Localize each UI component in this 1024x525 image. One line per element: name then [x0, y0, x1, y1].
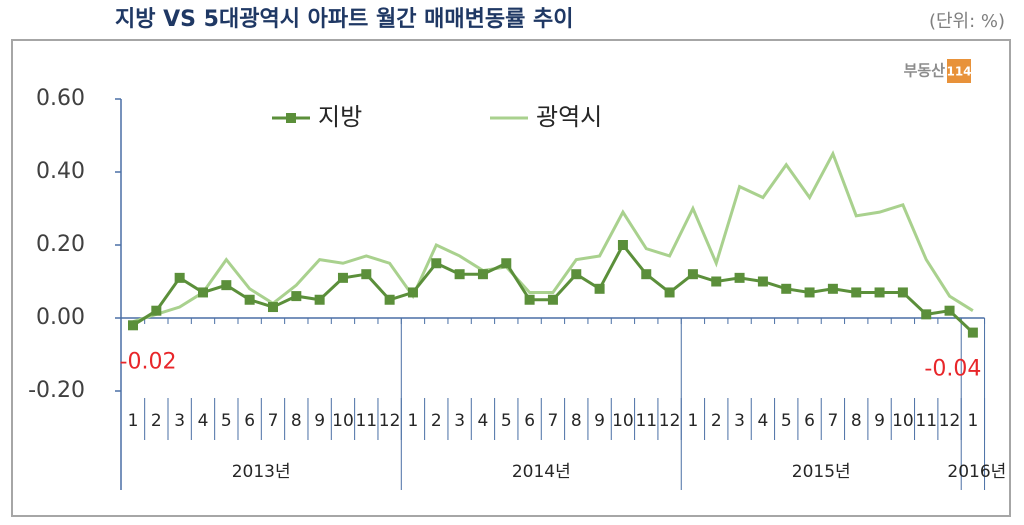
- x-tick-label: 2: [711, 411, 722, 431]
- x-tick-label: 6: [244, 411, 255, 431]
- legend-marker: [286, 113, 296, 123]
- point-marker: [314, 294, 325, 305]
- unit-label: (단위: %): [929, 11, 1005, 32]
- year-label: 2016년: [947, 462, 1006, 482]
- point-marker: [407, 287, 418, 298]
- x-tick-label: 9: [594, 411, 605, 431]
- logo-text: 부동산: [904, 62, 946, 80]
- point-marker: [128, 320, 138, 331]
- x-tick-label: 9: [314, 411, 325, 431]
- point-marker: [781, 283, 792, 294]
- x-tick-label: 8: [291, 411, 302, 431]
- x-tick-label: 10: [892, 411, 914, 431]
- point-marker: [571, 269, 582, 280]
- x-tick-label: 5: [221, 411, 232, 431]
- point-marker: [547, 294, 558, 305]
- point-marker: [921, 309, 932, 320]
- x-tick-label: 1: [688, 411, 699, 431]
- chart-frame: [11, 39, 1011, 517]
- x-tick-label: 5: [501, 411, 512, 431]
- x-tick-label: 1: [128, 411, 139, 431]
- point-marker: [827, 283, 838, 294]
- point-marker: [384, 294, 395, 305]
- logo-box: [947, 59, 971, 83]
- x-tick-label: 6: [804, 411, 815, 431]
- x-tick-label: 4: [198, 411, 209, 431]
- x-tick-label: 3: [174, 411, 185, 431]
- y-tick-label: 0.60: [36, 86, 85, 111]
- data-label: -0.04: [924, 357, 981, 382]
- point-marker: [291, 291, 302, 302]
- year-label: 2015년: [792, 462, 851, 482]
- point-marker: [454, 269, 465, 280]
- point-marker: [734, 272, 745, 283]
- point-marker: [221, 280, 232, 291]
- legend-label: 지방: [318, 103, 362, 131]
- point-marker: [337, 272, 348, 283]
- x-tick-label: 8: [571, 411, 582, 431]
- point-marker: [477, 269, 488, 280]
- x-tick-label: 4: [757, 411, 768, 431]
- point-marker: [874, 287, 885, 298]
- point-marker: [944, 305, 955, 316]
- x-tick-label: 1: [967, 411, 978, 431]
- x-tick-label: 11: [635, 411, 657, 431]
- chart-title: 지방 VS 5대광역시 아파트 월간 매매변동률 추이: [115, 7, 573, 32]
- point-marker: [851, 287, 862, 298]
- point-marker: [244, 294, 255, 305]
- point-marker: [151, 305, 162, 316]
- x-tick-label: 12: [659, 411, 681, 431]
- x-tick-label: 1: [408, 411, 419, 431]
- x-tick-label: 11: [915, 411, 937, 431]
- point-marker: [594, 283, 605, 294]
- legend-label: 광역시: [536, 103, 602, 131]
- year-label: 2014년: [512, 462, 571, 482]
- point-marker: [617, 240, 628, 250]
- x-tick-label: 3: [454, 411, 465, 431]
- x-tick-label: 11: [355, 411, 377, 431]
- x-tick-label: 6: [524, 411, 535, 431]
- point-marker: [967, 327, 978, 338]
- x-tick-label: 4: [478, 411, 489, 431]
- y-tick-label: 0.00: [36, 305, 85, 330]
- point-marker: [431, 258, 442, 269]
- point-marker: [711, 276, 722, 287]
- point-marker: [267, 302, 278, 313]
- point-marker: [897, 287, 908, 298]
- x-tick-label: 12: [939, 411, 961, 431]
- point-marker: [524, 294, 535, 305]
- x-tick-label: 5: [781, 411, 792, 431]
- x-tick-label: 8: [851, 411, 862, 431]
- year-label: 2013년: [232, 462, 291, 482]
- point-marker: [197, 287, 208, 298]
- x-tick-label: 2: [431, 411, 442, 431]
- point-marker: [804, 287, 815, 298]
- x-tick-label: 7: [827, 411, 838, 431]
- y-tick-label: -0.20: [28, 378, 85, 403]
- x-tick-label: 9: [874, 411, 885, 431]
- logo-number: 114: [946, 65, 971, 79]
- point-marker: [174, 272, 185, 283]
- x-tick-label: 7: [548, 411, 559, 431]
- point-marker: [757, 276, 768, 287]
- x-tick-label: 7: [268, 411, 279, 431]
- x-tick-label: 2: [151, 411, 162, 431]
- point-marker: [641, 269, 652, 280]
- y-tick-label: 0.20: [36, 232, 85, 257]
- x-tick-label: 12: [379, 411, 401, 431]
- point-marker: [664, 287, 675, 298]
- data-label: -0.02: [120, 349, 177, 374]
- y-tick-label: 0.40: [36, 159, 85, 184]
- point-marker: [501, 258, 512, 269]
- point-marker: [361, 269, 372, 280]
- x-tick-label: 10: [612, 411, 634, 431]
- x-tick-label: 10: [332, 411, 354, 431]
- x-tick-label: 3: [734, 411, 745, 431]
- point-marker: [687, 269, 698, 280]
